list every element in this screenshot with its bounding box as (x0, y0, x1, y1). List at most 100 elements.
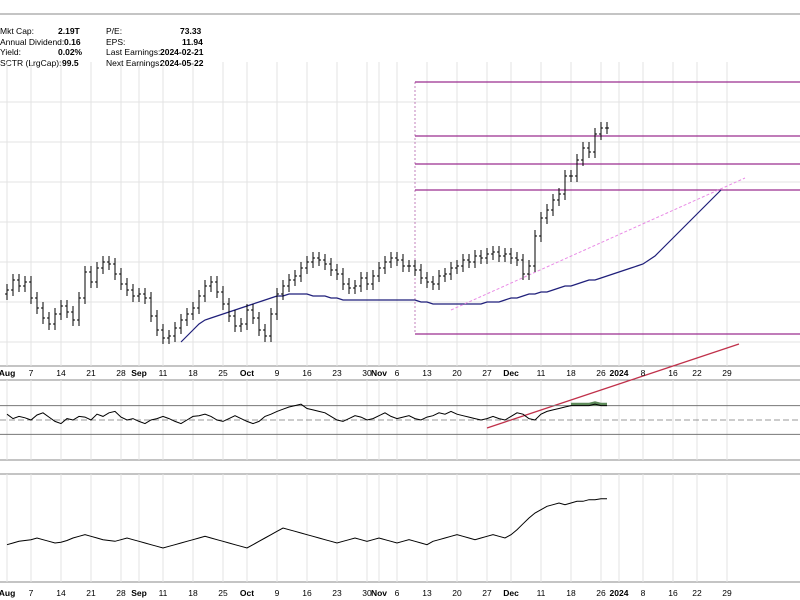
price-bar (371, 270, 375, 290)
panel-frames (0, 13, 800, 583)
price-bar (485, 248, 489, 264)
x-tick-label: Aug (0, 368, 15, 378)
price-bar (245, 304, 249, 330)
price-bar (335, 264, 339, 280)
x-tick-label: Dec (503, 368, 519, 378)
price-bar (461, 254, 465, 272)
price-bar (467, 254, 471, 268)
price-bar (473, 250, 477, 268)
x-tick-label: 13 (422, 368, 432, 378)
x-tick-label: 2024 (610, 368, 629, 378)
trendline (450, 177, 746, 311)
price-bar (23, 276, 27, 292)
price-bars (5, 122, 609, 344)
price-bar (179, 314, 183, 334)
price-bar (137, 288, 141, 302)
price-bar (329, 258, 333, 276)
x-tick-label: 27 (482, 368, 492, 378)
x-tick-label: 14 (56, 368, 66, 378)
info-row-yield: Yield: 0.02% (0, 47, 82, 58)
price-bar (119, 268, 123, 290)
price-bar (107, 256, 111, 270)
info-label: Next Earnings: (106, 57, 162, 68)
x-tick-label: 9 (275, 588, 280, 598)
price-bar (83, 266, 87, 304)
price-bar (239, 318, 243, 332)
info-value: 99.5 (62, 57, 79, 68)
x-tick-label: 11 (159, 588, 168, 598)
price-bar (605, 122, 609, 134)
price-grid (0, 62, 800, 582)
x-tick-label: Oct (240, 588, 254, 598)
price-bar (47, 312, 51, 330)
x-tick-label: 28 (116, 368, 126, 378)
x-tick-label: 2024 (610, 588, 629, 598)
price-bar (557, 188, 561, 206)
price-bar (173, 322, 177, 342)
x-tick-label: 27 (482, 588, 492, 598)
price-bar (281, 280, 285, 300)
price-bar (257, 312, 261, 336)
info-value: 2024-05-22 (160, 57, 204, 68)
price-bar (431, 276, 435, 290)
info-row-last-earnings: Last Earnings: 2024-02-21 (106, 47, 226, 58)
price-bar (569, 170, 573, 182)
x-tick-label: 7 (29, 588, 34, 598)
moving-average-long-line (486, 343, 740, 429)
info-row-eps: EPS: 11.94 (106, 37, 226, 48)
price-bar (77, 292, 81, 326)
price-overlay-lines (180, 177, 746, 429)
price-bar (551, 194, 555, 216)
price-bar (443, 268, 447, 282)
x-tick-label: 6 (395, 368, 400, 378)
x-tick-label: 11 (159, 368, 168, 378)
x-tick-label: 21 (86, 368, 96, 378)
price-bar (65, 300, 69, 318)
price-bar (35, 292, 39, 314)
x-tick-label: 18 (566, 588, 576, 598)
price-bar (377, 262, 381, 282)
x-tick-label: 16 (302, 588, 312, 598)
lower-indicator-line (6, 498, 607, 549)
x-tick-label: 9 (275, 368, 280, 378)
price-bar (59, 300, 63, 320)
info-value: 0.16 (64, 36, 81, 47)
price-x-axis: Aug 7 14 21 28 Sep 11 18 25 Oct 9 16 23 30 Nov 6 13 20 27 D… (0, 368, 732, 378)
x-tick-label: 8 (641, 368, 646, 378)
x-tick-label: 26 (596, 588, 606, 598)
price-bar (353, 280, 357, 294)
price-bar (299, 262, 303, 282)
x-tick-label: 30 (362, 368, 372, 378)
price-bar (293, 270, 297, 286)
price-bar (359, 272, 363, 292)
price-bar (251, 304, 255, 324)
price-bar (575, 154, 579, 182)
price-bar (197, 290, 201, 314)
price-bar (515, 252, 519, 266)
x-tick-label: 14 (56, 588, 66, 598)
price-bar (401, 254, 405, 272)
x-tick-label: 23 (332, 588, 342, 598)
fibonacci-retracement-lines (414, 81, 800, 335)
x-tick-label: Oct (240, 368, 254, 378)
price-bar (113, 258, 117, 280)
price-bar (95, 262, 99, 288)
price-bar (191, 302, 195, 320)
x-tick-label: 22 (692, 368, 702, 378)
x-tick-label: Dec (503, 588, 519, 598)
x-tick-label: Nov (371, 588, 387, 598)
x-tick-label: 16 (302, 368, 312, 378)
price-bar (479, 250, 483, 264)
x-tick-label: 6 (395, 588, 400, 598)
price-bar (311, 252, 315, 268)
price-bar (89, 266, 93, 288)
price-bar (545, 204, 549, 224)
x-tick-label: 28 (116, 588, 126, 598)
price-bar (437, 270, 441, 290)
x-tick-label: 21 (86, 588, 96, 598)
price-bar (185, 308, 189, 326)
x-tick-label: 7 (29, 368, 34, 378)
info-row-annual-dividend: Annual Dividend: 0.16 (0, 37, 82, 48)
info-value: 0.02% (58, 47, 83, 58)
price-bar (125, 278, 129, 296)
